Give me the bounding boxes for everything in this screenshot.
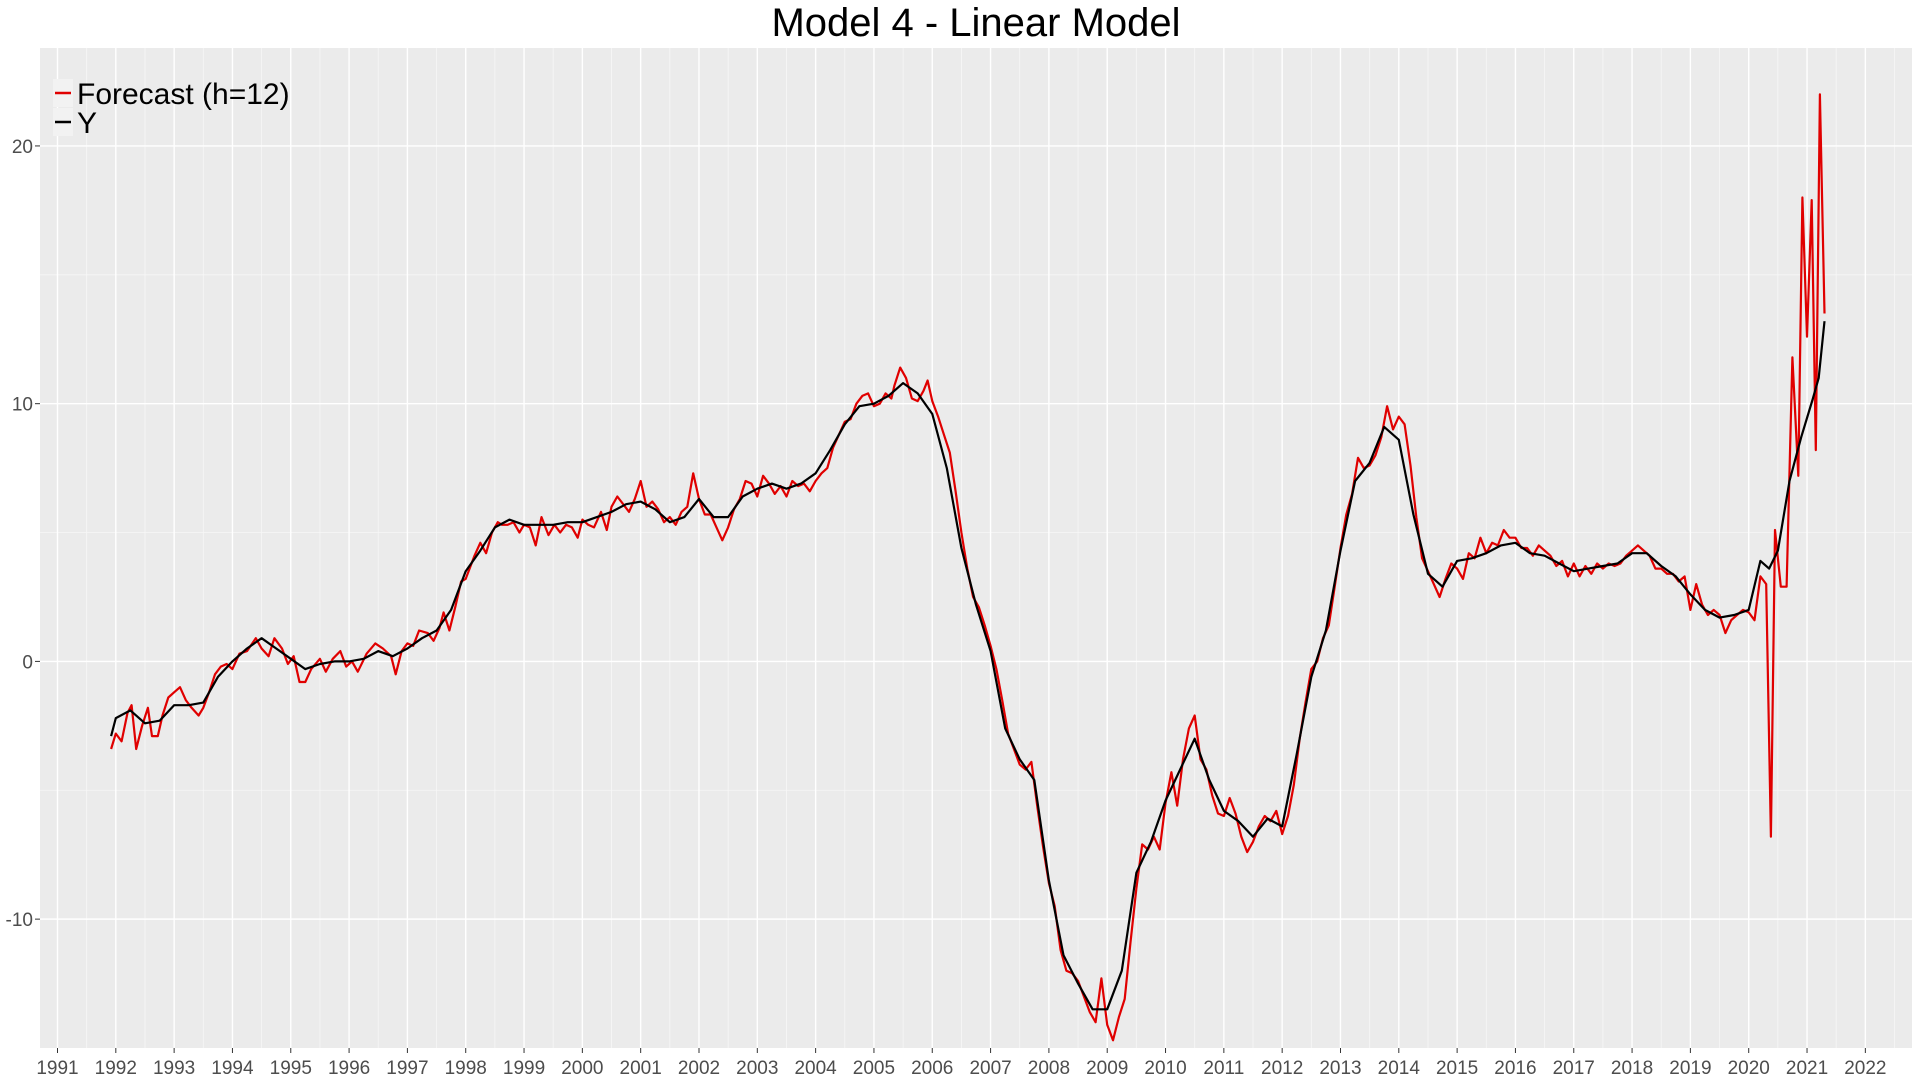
x-tick-label: 1997 (386, 1058, 428, 1079)
y-tick-label: 10 (12, 395, 33, 416)
y-tick-label: 20 (12, 137, 33, 158)
x-tick-label: 2001 (620, 1058, 662, 1079)
x-tick-label: 2013 (1319, 1058, 1361, 1079)
x-tick-label: 1991 (36, 1058, 78, 1079)
x-tick-label: 2002 (678, 1058, 720, 1079)
y-tick-label: 0 (22, 652, 33, 673)
x-tick-label: 2017 (1553, 1058, 1595, 1079)
x-tick-label: 1995 (270, 1058, 312, 1079)
legend-label-y: Y (77, 107, 97, 140)
x-tick-label: 2019 (1669, 1058, 1711, 1079)
x-tick-label: 2021 (1786, 1058, 1828, 1079)
y-tick-label: -10 (6, 910, 33, 931)
x-tick-label: 2003 (736, 1058, 778, 1079)
series-layer (110, 93, 1826, 1042)
x-tick-label: 2012 (1261, 1058, 1303, 1079)
x-tick-label: 1993 (153, 1058, 195, 1079)
plot-panel-background (40, 48, 1912, 1048)
x-tick-label: 1996 (328, 1058, 370, 1079)
x-tick-label: 2007 (969, 1058, 1011, 1079)
x-tick-label: 1994 (211, 1058, 254, 1079)
x-tick-label: 2014 (1378, 1058, 1421, 1079)
x-tick-label: 2005 (853, 1058, 895, 1079)
x-tick-label: 2000 (561, 1058, 603, 1079)
x-tick-label: 2004 (794, 1058, 837, 1079)
x-tick-label: 2022 (1844, 1058, 1886, 1079)
x-tick-label: 2020 (1728, 1058, 1770, 1079)
x-axis-ticks: 1991 1992 1993 1994 1995 1996 1997 1998 1999 2000… (36, 1048, 1886, 1079)
x-tick-label: 1998 (445, 1058, 487, 1079)
x-tick-label: 2006 (911, 1058, 953, 1079)
x-tick-label: 2011 (1203, 1058, 1244, 1079)
series-line-forecast (110, 93, 1826, 1042)
chart-title: Model 4 - Linear Model (771, 1, 1180, 45)
minor-grid (40, 48, 1912, 1048)
x-tick-label: 2009 (1086, 1058, 1128, 1079)
x-tick-label: 2016 (1494, 1058, 1536, 1079)
x-tick-label: 1999 (503, 1058, 545, 1079)
legend-label-forecast: Forecast (h=12) (77, 78, 290, 111)
x-tick-label: 2010 (1144, 1058, 1186, 1079)
legend: Forecast (h=12) Y (53, 78, 290, 140)
y-axis-ticks: -10 0 10 20 (6, 137, 40, 931)
x-tick-label: 1992 (95, 1058, 137, 1079)
x-tick-label: 2015 (1436, 1058, 1478, 1079)
x-tick-label: 2008 (1028, 1058, 1070, 1079)
x-tick-label: 2018 (1611, 1058, 1653, 1079)
series-line-y (110, 321, 1826, 1011)
